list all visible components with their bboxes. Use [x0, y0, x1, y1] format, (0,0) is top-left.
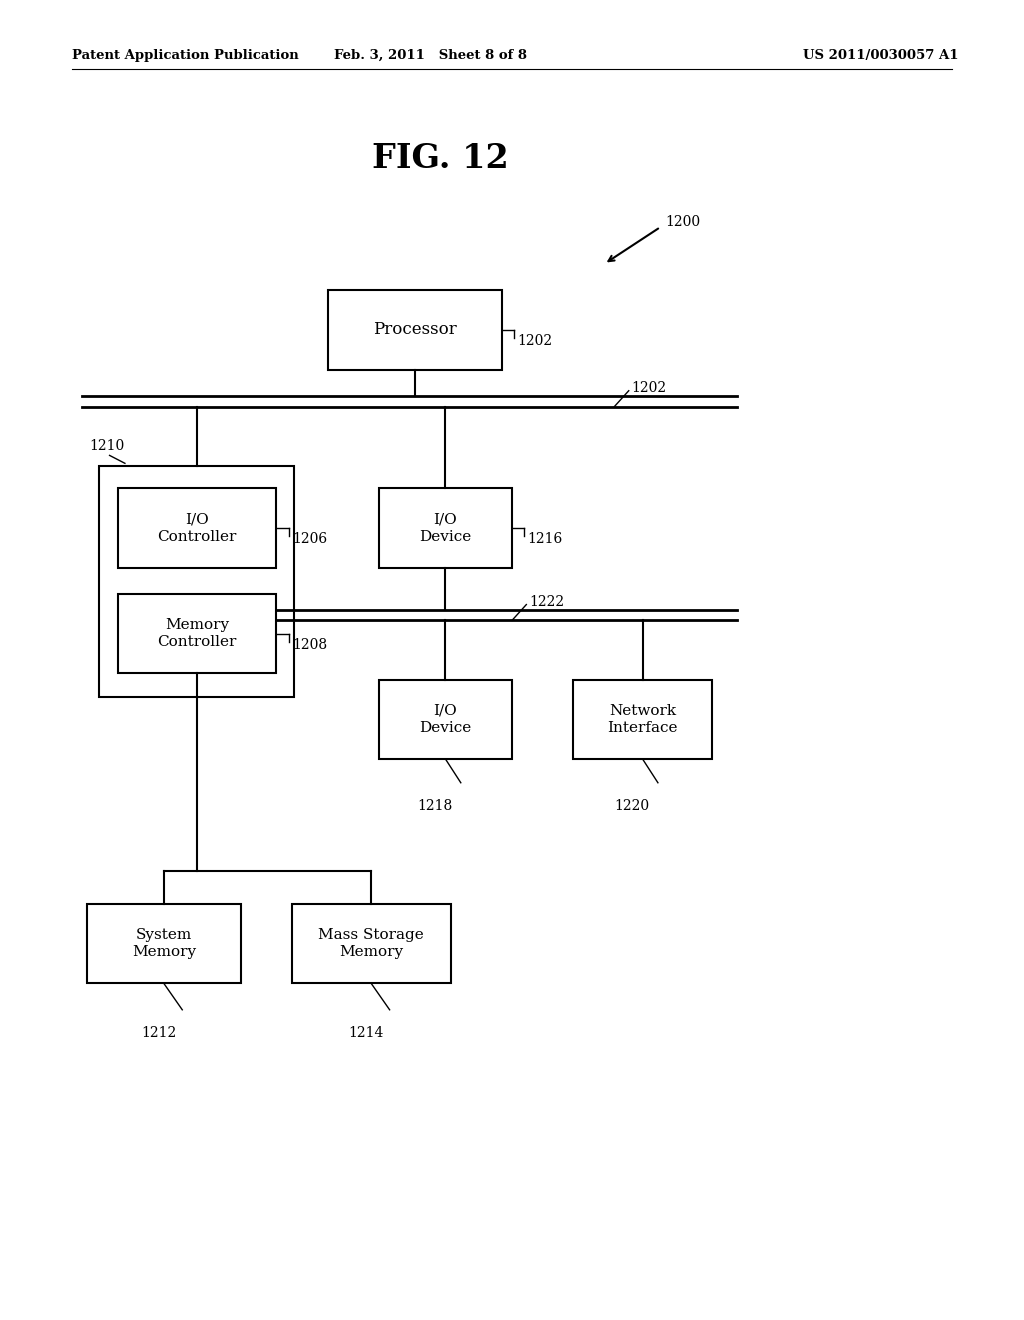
- Bar: [573, 680, 712, 759]
- Text: 1214: 1214: [348, 1026, 384, 1040]
- Text: 1200: 1200: [666, 215, 700, 228]
- Text: Network
Interface: Network Interface: [607, 704, 678, 735]
- Text: 1212: 1212: [141, 1026, 176, 1040]
- Text: US 2011/0030057 A1: US 2011/0030057 A1: [803, 49, 958, 62]
- Text: 1206: 1206: [292, 532, 327, 546]
- Text: 1208: 1208: [292, 638, 327, 652]
- Text: 1216: 1216: [527, 532, 562, 546]
- Text: I/O
Device: I/O Device: [419, 704, 472, 735]
- Bar: [87, 904, 241, 983]
- Bar: [118, 488, 276, 568]
- Text: 1218: 1218: [418, 799, 453, 813]
- Text: I/O
Device: I/O Device: [419, 512, 472, 544]
- Text: System
Memory: System Memory: [132, 928, 196, 960]
- Bar: [379, 488, 512, 568]
- Text: FIG. 12: FIG. 12: [372, 143, 509, 176]
- Text: 1202: 1202: [632, 381, 667, 395]
- Bar: [379, 680, 512, 759]
- Text: I/O
Controller: I/O Controller: [158, 512, 237, 544]
- Text: 1210: 1210: [89, 438, 124, 453]
- Text: 1222: 1222: [529, 595, 564, 609]
- Bar: [292, 904, 451, 983]
- Text: 1202: 1202: [517, 334, 552, 348]
- Text: Processor: Processor: [373, 322, 457, 338]
- Bar: [118, 594, 276, 673]
- Bar: [328, 290, 502, 370]
- Text: Patent Application Publication: Patent Application Publication: [72, 49, 298, 62]
- Text: Mass Storage
Memory: Mass Storage Memory: [318, 928, 424, 960]
- Bar: [99, 466, 294, 697]
- Text: Feb. 3, 2011   Sheet 8 of 8: Feb. 3, 2011 Sheet 8 of 8: [334, 49, 526, 62]
- Text: 1220: 1220: [614, 799, 650, 813]
- Text: Memory
Controller: Memory Controller: [158, 618, 237, 649]
